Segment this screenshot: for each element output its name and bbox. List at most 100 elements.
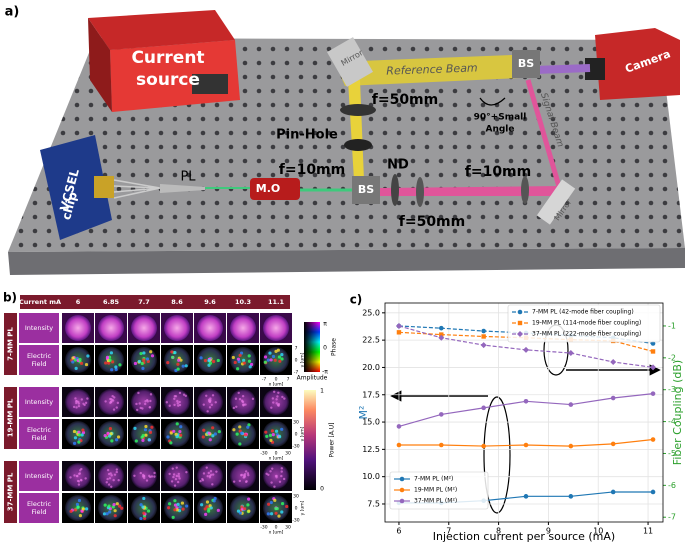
speckle — [235, 432, 239, 436]
speckle — [180, 501, 185, 505]
component-label: BS — [358, 183, 374, 196]
image-tick-label: 0 — [295, 358, 298, 364]
x-axis-label: Injection current per source (mA) — [433, 530, 615, 543]
speckle — [272, 390, 276, 393]
speckle — [269, 470, 272, 473]
speckle — [211, 359, 216, 364]
speckle — [264, 430, 268, 434]
speckle — [142, 358, 146, 362]
speckle — [141, 438, 145, 442]
speckle — [86, 354, 90, 358]
data-point — [481, 443, 486, 449]
intensity-image — [230, 315, 256, 341]
speckle — [168, 472, 171, 476]
row-label: Intensity — [25, 472, 53, 480]
current-label: 7.7 — [138, 298, 150, 306]
speckle — [277, 355, 282, 359]
legend-marker — [517, 320, 523, 326]
speckle — [277, 391, 280, 394]
speckle — [84, 362, 89, 367]
speckle — [240, 505, 244, 509]
speckle — [171, 355, 175, 359]
legend-label: 7-MM PL (M²) — [414, 476, 453, 483]
speckle — [176, 402, 180, 405]
speckle — [133, 361, 138, 366]
speckle — [133, 474, 136, 477]
speckle — [77, 480, 81, 483]
lens-bottom — [416, 177, 424, 207]
speckle — [185, 504, 189, 508]
speckle — [273, 498, 277, 502]
speckle — [172, 473, 176, 476]
speckle — [181, 507, 185, 511]
speckle — [175, 508, 179, 512]
speckle — [149, 393, 153, 396]
speckle — [110, 368, 114, 372]
speckle — [85, 507, 89, 511]
speckle — [270, 481, 273, 484]
speckle — [182, 393, 186, 396]
speckle — [81, 430, 86, 435]
colorbar-label: Power [A.U] — [329, 422, 336, 457]
speckle — [112, 408, 116, 411]
speckle — [274, 507, 278, 511]
y-axis-label: M² — [357, 406, 370, 420]
speckle — [240, 399, 244, 402]
image-tick-label: 30 — [293, 420, 299, 426]
speckle — [115, 470, 118, 474]
speckle — [108, 358, 112, 362]
speckle — [209, 470, 213, 473]
speckle — [139, 471, 142, 475]
speckle — [171, 515, 175, 519]
speckle — [77, 404, 81, 408]
speckle — [73, 508, 78, 512]
speckle — [145, 398, 149, 402]
colorbar-tick-label: 0 — [320, 486, 324, 493]
speckle — [141, 366, 145, 370]
device-label: Current — [131, 48, 204, 68]
speckle — [247, 497, 251, 501]
speckle — [134, 439, 138, 443]
speckle — [139, 503, 143, 507]
speckle — [72, 405, 76, 409]
speckle — [273, 485, 276, 488]
speckle — [211, 426, 215, 430]
speckle — [232, 480, 236, 483]
data-point — [481, 334, 486, 339]
component-label: BS — [518, 57, 534, 70]
camera-beam — [534, 64, 591, 74]
speckle — [107, 434, 112, 438]
speckle — [177, 475, 181, 478]
speckle — [142, 496, 146, 501]
bs-bottom-box — [352, 176, 380, 204]
y-tick-label: 15.0 — [362, 418, 380, 427]
speckle — [108, 427, 113, 431]
speckle — [173, 351, 177, 355]
x-tick-label: 8 — [496, 527, 501, 536]
speckle — [272, 401, 275, 404]
y2-tick-label: -7 — [668, 513, 676, 522]
row-box — [19, 313, 59, 343]
bs-top-box — [512, 50, 540, 78]
speckle — [184, 364, 188, 368]
speckle — [174, 395, 178, 398]
speckle — [104, 400, 107, 403]
speckle — [148, 474, 151, 478]
speckle — [176, 480, 180, 484]
angle-label: Angle — [485, 125, 514, 135]
data-point — [568, 443, 574, 449]
speckle — [212, 499, 216, 503]
speckle — [269, 500, 273, 505]
y-tick-label: 20.0 — [362, 363, 380, 372]
speckle — [199, 479, 202, 483]
data-point — [438, 334, 445, 341]
component-label: f=50mm — [399, 214, 465, 230]
image-tick-label: 0 — [275, 525, 278, 531]
speckle — [166, 361, 170, 365]
speckle — [110, 485, 113, 488]
speckle — [166, 435, 170, 439]
group-label: 19-MM PL — [7, 398, 15, 437]
speckle — [238, 442, 242, 446]
speckle — [115, 406, 118, 409]
speckle — [232, 428, 236, 432]
